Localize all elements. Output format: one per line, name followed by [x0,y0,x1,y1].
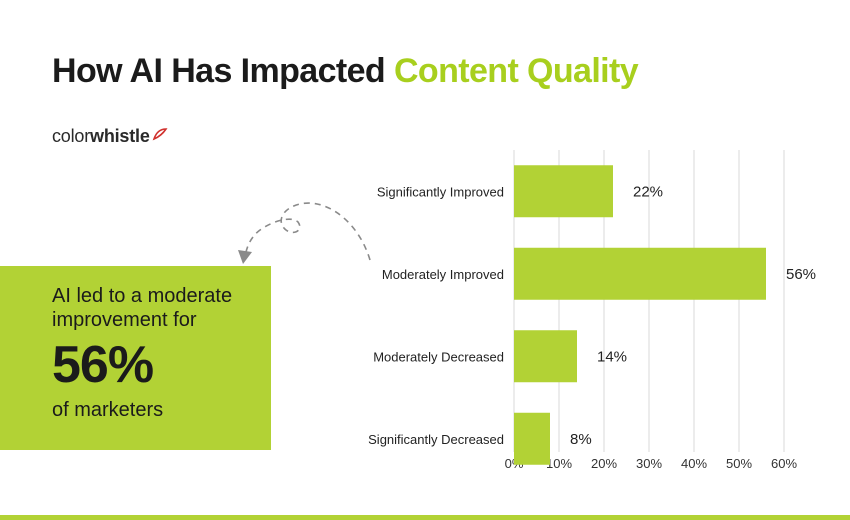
data-label: 8% [570,431,592,448]
dashed-arrow-icon [238,202,371,264]
callout-line-2: improvement for [52,309,197,331]
chart-title: How AI Has Impacted Content Quality [52,52,639,91]
title-accent: Content Quality [393,52,639,90]
callout-big-value: 56% [52,336,154,394]
category-label: Moderately Improved [382,267,504,282]
data-label: 22% [633,183,663,200]
bar [514,247,766,300]
callout-line-1: AI led to a moderate [52,285,233,307]
bottom-accent-bar [0,515,850,520]
bar [514,165,613,218]
bar [514,412,550,465]
category-label: Moderately Decreased [373,349,504,364]
data-label: 56% [786,266,816,283]
title-main: How AI Has Impacted [52,52,386,90]
x-tick-label: 10% [546,456,572,471]
x-tick-label: 60% [771,456,797,471]
x-tick-label: 20% [591,456,617,471]
category-label: Significantly Improved [377,184,504,199]
x-tick-label: 40% [681,456,707,471]
brand-logo: color whistle [52,126,168,147]
data-label: 14% [597,348,627,365]
brand-text-part2: whistle [90,126,150,146]
whistle-icon [152,127,168,140]
category-label: Significantly Decreased [368,432,504,447]
callout-line-3: of marketers [52,399,164,421]
bar [514,330,577,383]
callout-box: AI led to a moderate improvement for 56%… [0,266,271,450]
x-tick-label: 30% [636,456,662,471]
brand-text-part1: color [52,126,91,146]
x-tick-label: 50% [726,456,752,471]
